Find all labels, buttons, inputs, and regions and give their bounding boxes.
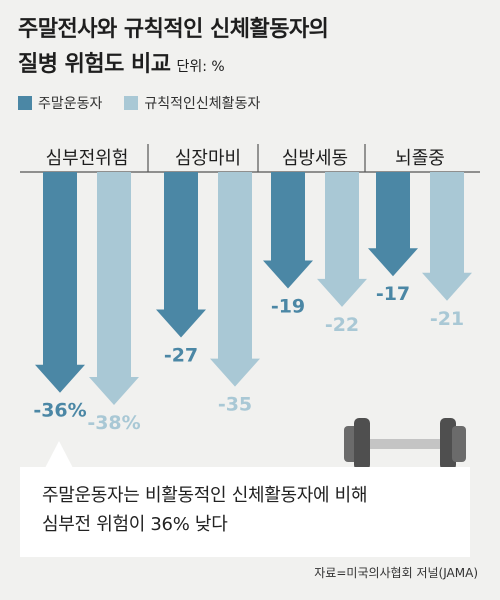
- note-pointer: [45, 441, 73, 468]
- category-label: 심장마비: [175, 148, 241, 169]
- bar-arrow: [156, 172, 206, 338]
- bar-arrow: [422, 172, 472, 301]
- note-line-2: 심부전 위험이 36% 낮다: [42, 514, 228, 535]
- legend-swatch-regular: [124, 96, 139, 110]
- note-box: 주말운동자는 비활동적인 신체활동자에 비해 심부전 위험이 36% 낮다: [20, 467, 470, 557]
- bar-arrow: [368, 172, 418, 277]
- bar-arrow: [89, 172, 139, 405]
- data-label: -22: [325, 314, 359, 336]
- legend-swatch-weekend: [18, 96, 32, 110]
- data-label: -38%: [87, 412, 140, 434]
- legend: 주말운동자 규칙적인신체활동자: [18, 92, 282, 114]
- dumbbell-icon: [344, 418, 466, 470]
- data-label: -35: [218, 394, 252, 416]
- bar-arrow: [210, 172, 260, 387]
- legend-item-regular: 규칙적인신체활동자: [124, 93, 260, 113]
- title-line-2-text: 질병 위험도 비교: [18, 52, 171, 77]
- source-text: 자료=미국의사협회 저널(JAMA): [314, 566, 478, 580]
- category-label: 심부전위험: [46, 148, 129, 169]
- category-label: 심방세동: [282, 148, 348, 169]
- title-line-1: 주말전사와 규칙적인 신체활동자의: [18, 17, 329, 42]
- chart-title: 주말전사와 규칙적인 신체활동자의 질병 위험도 비교 단위: %: [18, 12, 488, 85]
- data-label: -17: [376, 283, 410, 305]
- legend-label-weekend: 주말운동자: [38, 96, 103, 112]
- unit-label: 단위: %: [176, 59, 225, 75]
- note-line-1: 주말운동자는 비활동적인 신체활동자에 비해: [42, 485, 368, 506]
- legend-item-weekend: 주말운동자: [18, 93, 102, 113]
- category-label: 뇌졸중: [395, 148, 445, 169]
- data-label: -27: [164, 345, 198, 367]
- data-label: -19: [271, 296, 305, 318]
- bar-arrow: [35, 172, 85, 393]
- data-label: -36%: [33, 400, 86, 422]
- data-label: -21: [430, 308, 464, 330]
- legend-label-regular: 규칙적인신체활동자: [144, 96, 261, 112]
- bar-arrow: [317, 172, 367, 307]
- title-line-2: 질병 위험도 비교 단위: %: [18, 47, 488, 85]
- bar-arrow: [263, 172, 313, 289]
